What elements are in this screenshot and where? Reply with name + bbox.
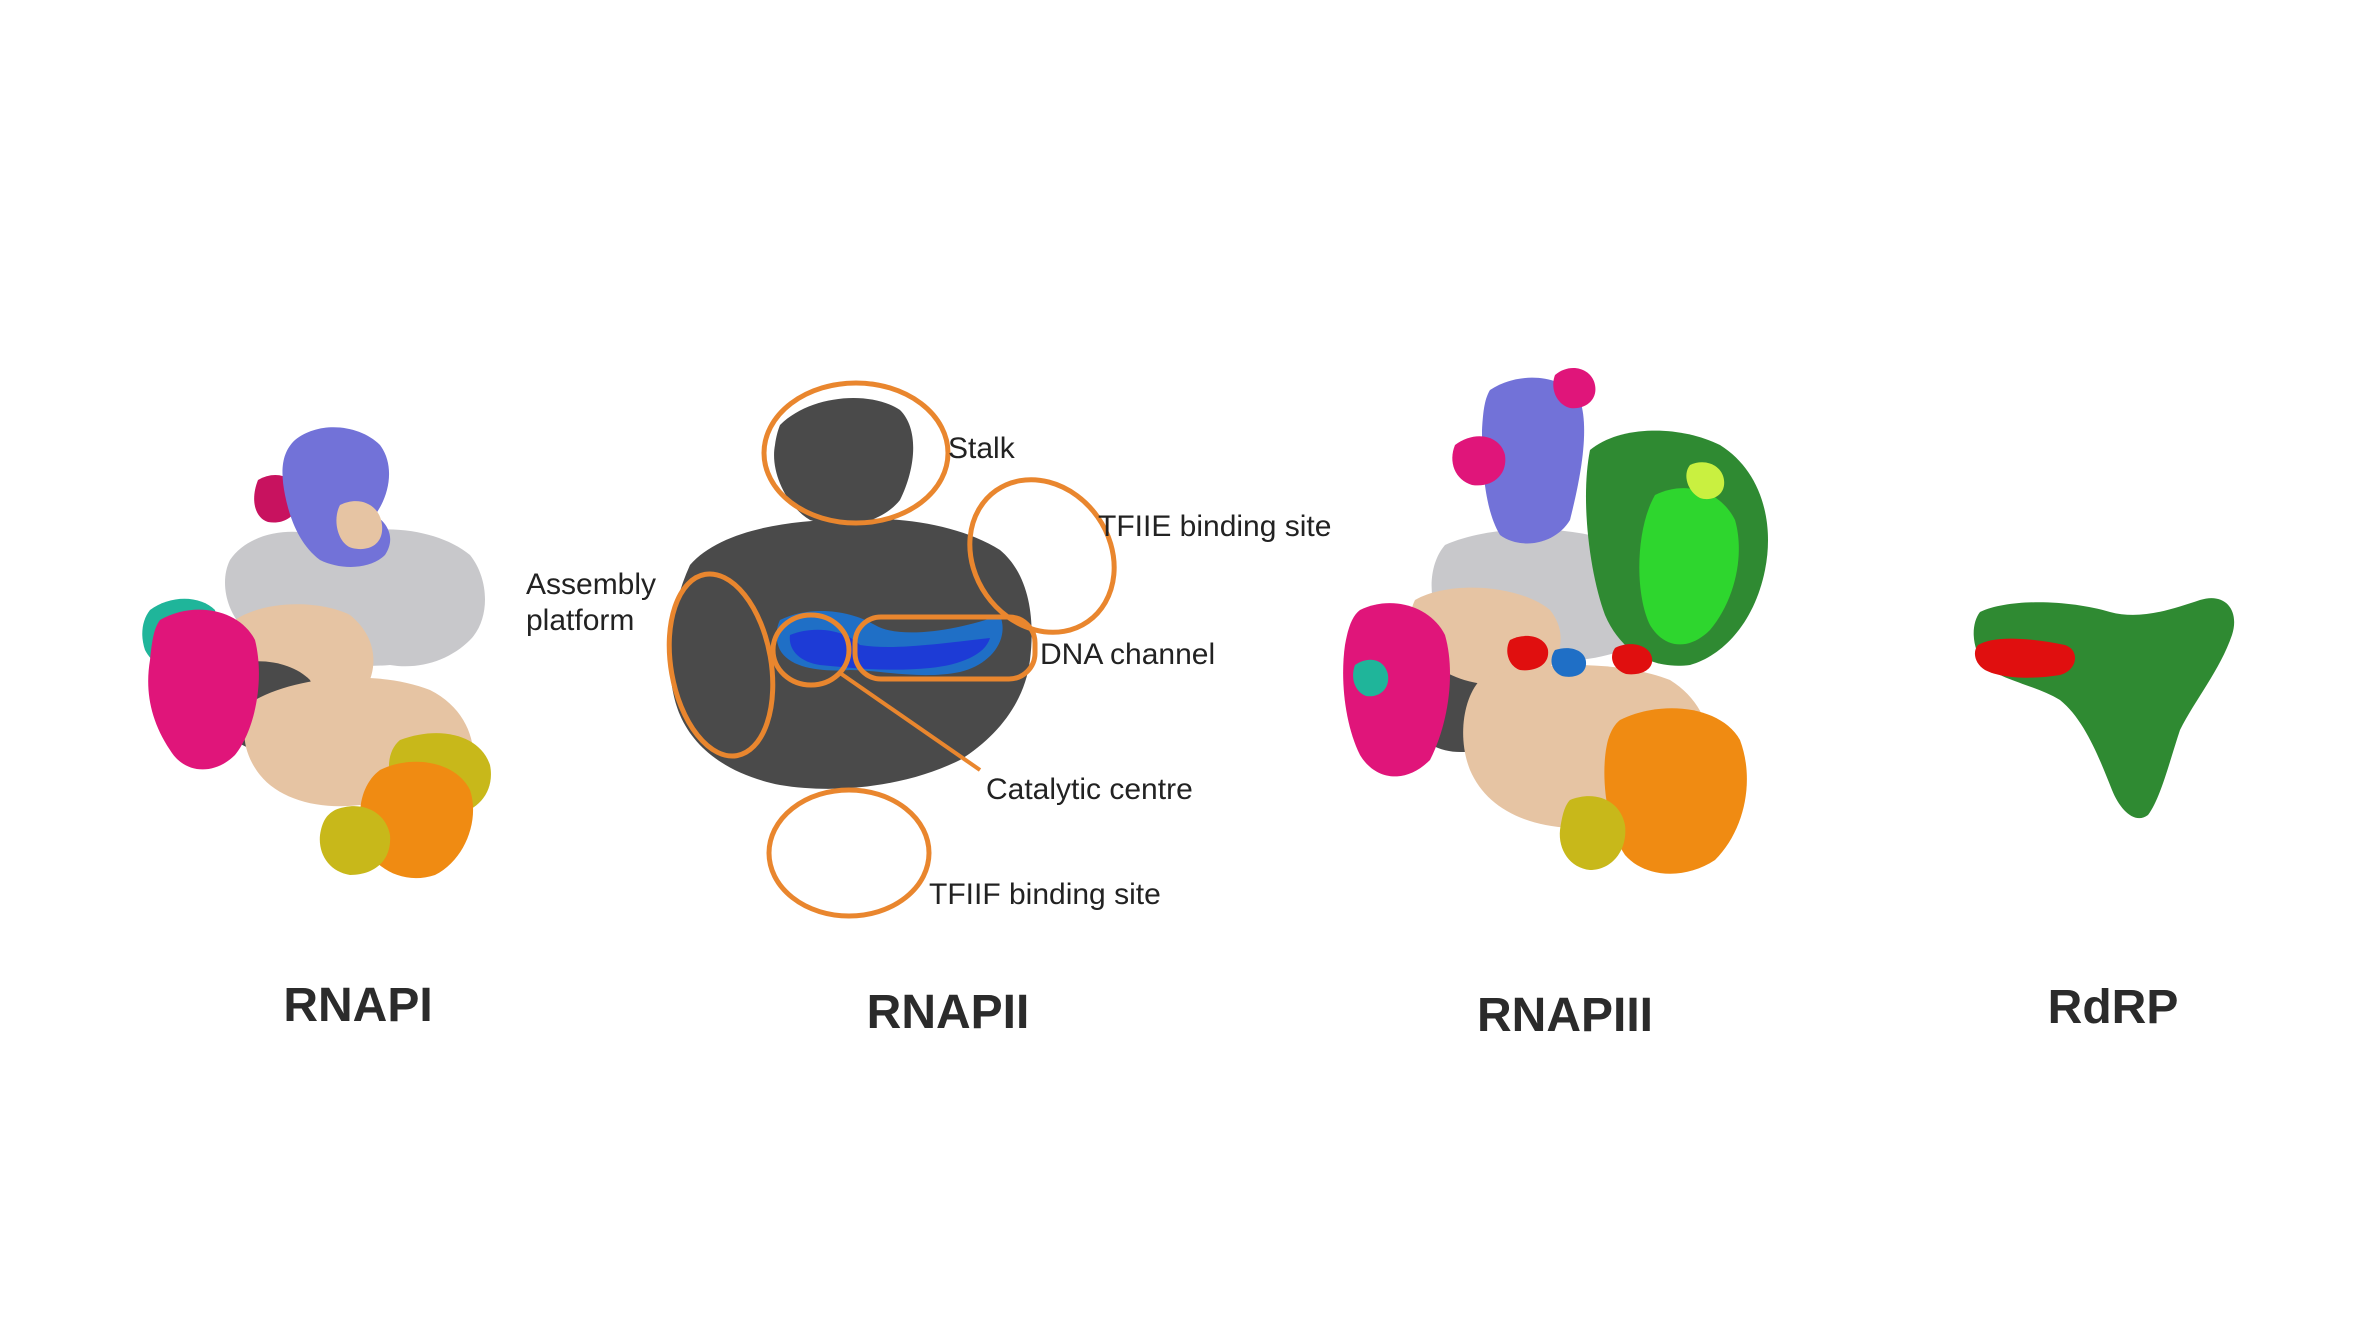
rnapiii-yellow-subunit xyxy=(1559,796,1626,870)
tfiif-circle xyxy=(766,787,932,919)
rnapi-pink-subunit xyxy=(148,609,259,770)
rnapiii-blue-patch xyxy=(1551,648,1587,677)
rnapi-wheat-small xyxy=(336,501,383,550)
rnapiii-teal-subunit xyxy=(1353,659,1389,697)
assembly-circle xyxy=(666,571,776,759)
rnapii-highlight-circles xyxy=(666,380,1117,919)
annotation-assembly-platform-line1: Assembly xyxy=(526,568,657,601)
rnapii-blue-dna xyxy=(789,629,990,670)
rnapii-callout-lines xyxy=(838,671,982,772)
title-rnapiii: RNAPIII xyxy=(1476,989,1654,1042)
dna-channel-box xyxy=(852,614,1038,682)
rdrp-red-subunit xyxy=(1974,638,2076,678)
rnapiii-surface xyxy=(1343,367,1768,874)
title-rnapi: RNAPI xyxy=(283,979,433,1032)
annotation-dna-channel: DNA channel xyxy=(1040,638,1216,671)
rnapiii-red-patch-right xyxy=(1612,644,1653,675)
rnapiii-red-patch-left xyxy=(1507,635,1549,671)
title-rnapii: RNAPII xyxy=(866,986,1030,1039)
annotation-assembly-platform-line2: platform xyxy=(526,604,635,637)
rnapi-surface xyxy=(142,427,491,879)
title-rdrp: RdRP xyxy=(2047,981,2179,1034)
rdrp-surface xyxy=(1973,598,2235,819)
catalytic-callout-line xyxy=(838,671,982,772)
rnapiii-pink-top xyxy=(1452,436,1506,486)
rnapiii-pink-subunit xyxy=(1343,603,1450,777)
rdrp-green-body xyxy=(1973,598,2235,819)
rnapi-yellow-lower xyxy=(319,806,391,875)
rnapiii-orange-subunit xyxy=(1604,708,1747,874)
stalk-circle xyxy=(761,380,951,526)
tfiie-circle xyxy=(967,477,1117,635)
annotation-stalk: Stalk xyxy=(948,432,1015,465)
rnapii-stalk xyxy=(774,398,914,525)
annotation-catalytic-centre: Catalytic centre xyxy=(986,773,1193,806)
rnapiii-lime-spot xyxy=(1686,462,1725,500)
annotation-tfiif-binding-site: TFIIF binding site xyxy=(929,878,1161,911)
catalytic-circle xyxy=(770,612,852,688)
rnapiii-bright-green xyxy=(1639,488,1739,645)
annotation-tfiie-binding-site: TFIIE binding site xyxy=(1098,510,1332,543)
rnapiii-pink-cap xyxy=(1553,367,1596,409)
rnapiii-slate-stalk xyxy=(1482,377,1585,544)
